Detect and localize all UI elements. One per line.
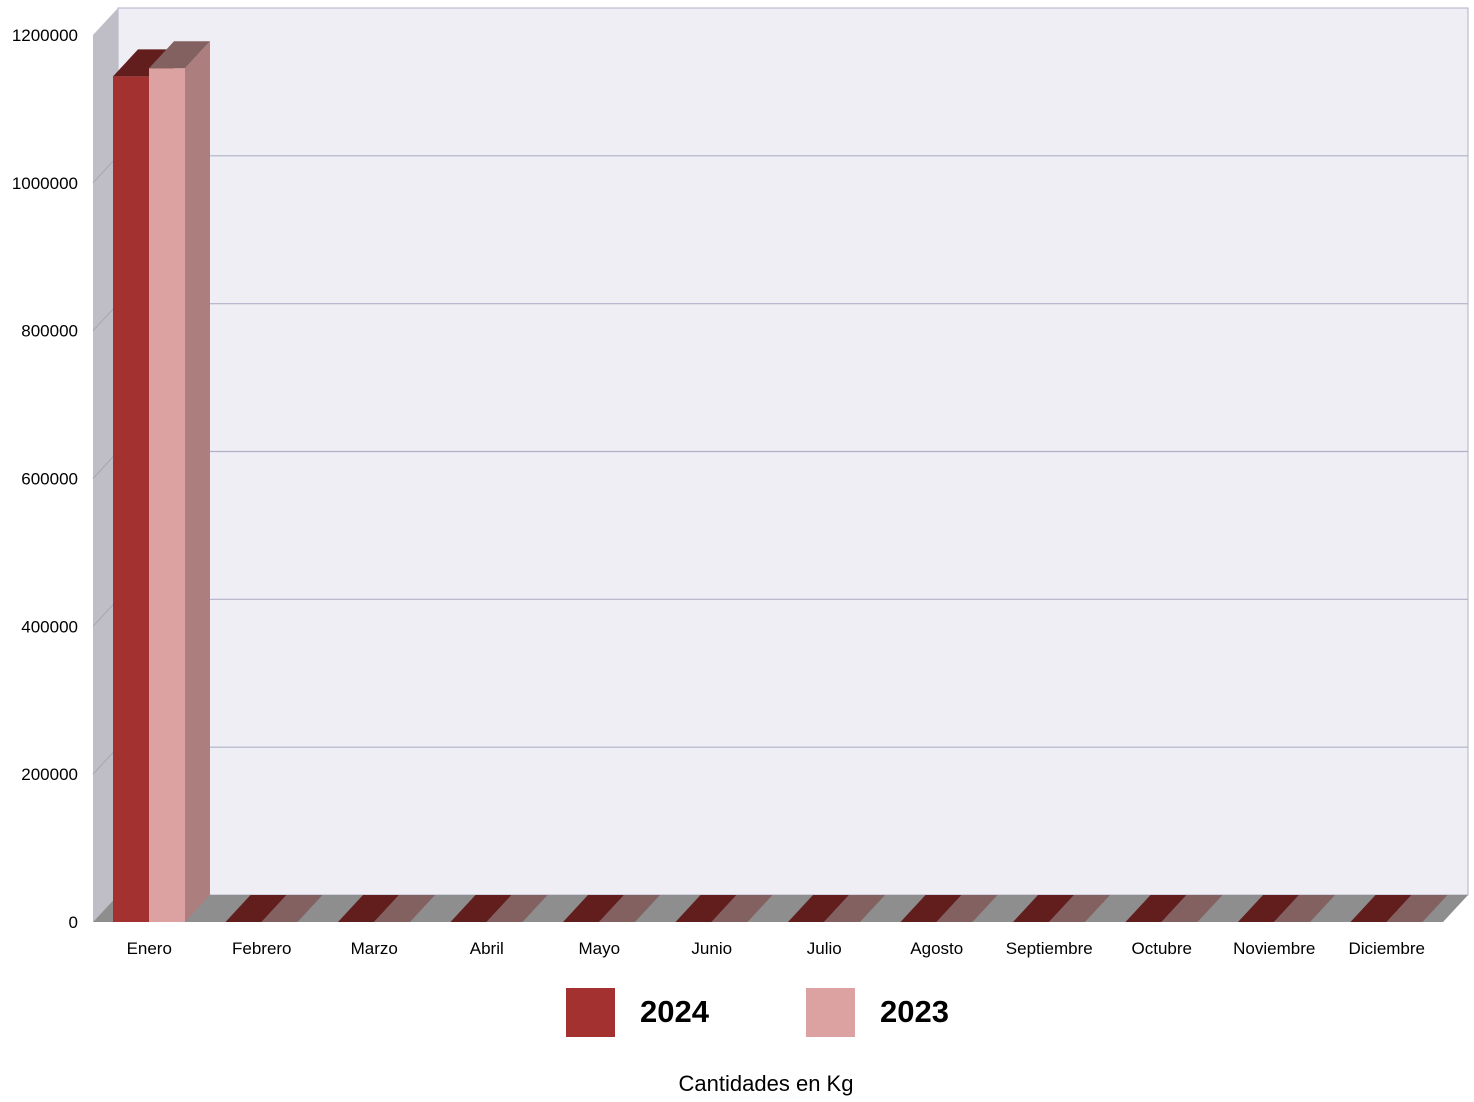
legend-label: 2024: [640, 994, 710, 1029]
x-tick-label: Diciembre: [1348, 939, 1425, 958]
bar-top: [1049, 895, 1110, 922]
bar-octubre-2024: [1125, 895, 1187, 922]
bar-julio-2024: [788, 895, 849, 922]
x-tick-label: Septiembre: [1006, 939, 1093, 958]
bar-agosto-2023: [936, 895, 998, 922]
x-tick-label: Octubre: [1132, 939, 1192, 958]
bar-febrero-2024: [225, 895, 287, 922]
bar-top: [486, 895, 548, 922]
y-tick-label: 400000: [21, 617, 78, 636]
bar-front: [113, 76, 149, 923]
x-tick-label: Mayo: [578, 939, 620, 958]
bar-agosto-2024: [900, 895, 962, 922]
bar-front: [149, 68, 185, 922]
bar-enero-2023: [149, 41, 210, 922]
bar-top: [113, 49, 174, 77]
bar-abril-2023: [486, 895, 548, 922]
bar-diciembre-2024: [1350, 895, 1412, 922]
bar-mayo-2023: [599, 895, 660, 922]
bar-top: [1386, 895, 1448, 922]
floor: [93, 895, 1468, 922]
bar-junio-2023: [711, 895, 773, 922]
bar-septiembre-2024: [1013, 895, 1074, 922]
bar-top: [1013, 895, 1074, 922]
bar-top: [374, 895, 435, 922]
bar-octubre-2023: [1161, 895, 1223, 922]
bar-side: [185, 41, 210, 922]
x-tick-label: Agosto: [910, 939, 963, 958]
bar-top: [1274, 895, 1335, 922]
bar-julio-2023: [824, 895, 885, 922]
legend: 2024 2023: [566, 988, 949, 1037]
bar-top: [900, 895, 962, 922]
bar-top: [1161, 895, 1223, 922]
bar-diciembre-2023: [1386, 895, 1448, 922]
bar-top: [450, 895, 512, 922]
bar-top: [711, 895, 773, 922]
gridlines: [92, 155, 1468, 775]
x-tick-label: Enero: [127, 939, 172, 958]
x-tick-label: Noviembre: [1233, 939, 1315, 958]
legend-swatch: [566, 988, 615, 1037]
y-tick-label: 1200000: [12, 26, 78, 45]
bar-noviembre-2024: [1238, 895, 1299, 922]
x-tick-label: Febrero: [232, 939, 292, 958]
y-axis-tick-labels: 0 200000 400000 600000 800000 1000000 1200000: [12, 26, 78, 932]
legend-item-2024: 2024: [566, 988, 710, 1037]
legend-swatch: [806, 988, 855, 1037]
bar-top: [599, 895, 660, 922]
bar-marzo-2024: [338, 895, 399, 922]
bar-top: [824, 895, 885, 922]
bar-top: [1238, 895, 1299, 922]
bar-top: [149, 41, 210, 69]
bar-noviembre-2023: [1274, 895, 1335, 922]
bar-abril-2024: [450, 895, 512, 922]
bar-junio-2024: [675, 895, 737, 922]
chart-caption: Cantidades en Kg: [679, 1071, 854, 1096]
bars: [113, 41, 1448, 923]
legend-label: 2023: [880, 994, 949, 1029]
bar-top: [936, 895, 998, 922]
y-tick-label: 1000000: [12, 174, 78, 193]
bar-top: [225, 895, 287, 922]
x-tick-label: Julio: [807, 939, 842, 958]
legend-item-2023: 2023: [806, 988, 949, 1037]
bar-mayo-2024: [563, 895, 624, 922]
bar-febrero-2023: [261, 895, 323, 922]
y-tick-label: 200000: [21, 765, 78, 784]
bar-septiembre-2023: [1049, 895, 1110, 922]
bar-top: [1125, 895, 1187, 922]
y-tick-label: 600000: [21, 470, 78, 489]
x-axis-category-labels: Enero Febrero Marzo Abril Mayo Junio Julio Agos…: [127, 939, 1425, 958]
y-tick-label: 0: [69, 913, 78, 932]
bar-top: [338, 895, 399, 922]
x-tick-label: Junio: [691, 939, 732, 958]
bar-top: [675, 895, 737, 922]
x-tick-label: Marzo: [351, 939, 398, 958]
y-tick-label: 800000: [21, 322, 78, 341]
bar-top: [563, 895, 624, 922]
bar-marzo-2023: [374, 895, 435, 922]
bar-top: [261, 895, 323, 922]
bar-top: [1350, 895, 1412, 922]
bar-top: [788, 895, 849, 922]
x-tick-label: Abril: [470, 939, 504, 958]
